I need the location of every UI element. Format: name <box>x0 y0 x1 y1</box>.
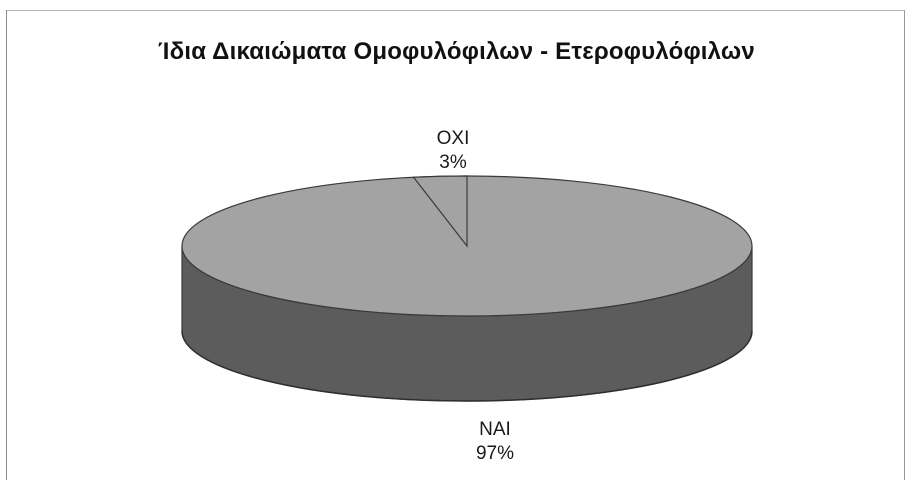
slice-label-nai-value: 97% <box>475 443 515 464</box>
chart-title: Ίδια Δικαιώματα Ομοφυλόφιλων - Ετεροφυλό… <box>158 38 755 65</box>
slice-label-nai: ΝΑΙ 97% <box>460 418 530 466</box>
slice-label-oxi-name: ΟΧΙ <box>436 128 470 149</box>
slice-label-oxi: ΟΧΙ 3% <box>420 127 486 175</box>
slice-label-nai-name: ΝΑΙ <box>479 419 511 440</box>
chart-border-top <box>6 10 905 11</box>
chart-border <box>6 10 905 480</box>
slice-label-oxi-value: 3% <box>439 152 467 173</box>
pie-slice-oxi <box>412 175 468 248</box>
pie-bottom-rim <box>181 330 753 402</box>
